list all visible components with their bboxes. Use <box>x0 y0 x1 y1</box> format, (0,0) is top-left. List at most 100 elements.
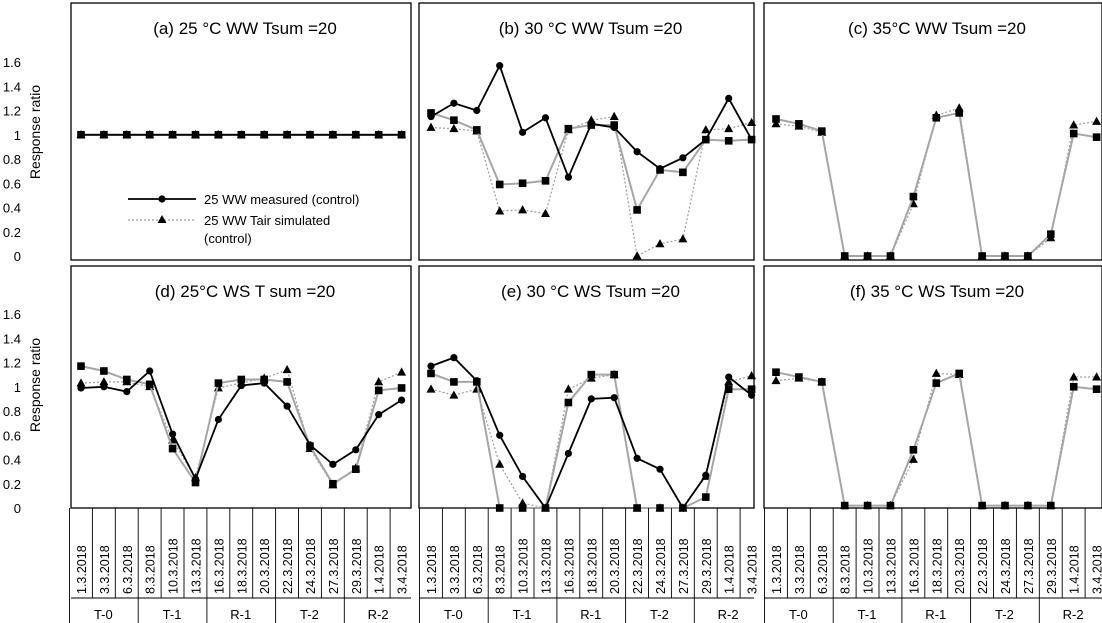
data-point-circle <box>169 430 177 438</box>
y-tick-label: 0.2 <box>3 477 21 492</box>
data-point-square <box>840 501 849 510</box>
data-point-square <box>329 479 337 488</box>
y-tick-label: 0 <box>14 249 21 264</box>
date-label: 29.3.2018 <box>700 538 714 594</box>
data-point-square <box>909 192 918 201</box>
data-point-triangle <box>1092 372 1102 381</box>
data-point-triangle <box>609 111 619 120</box>
period-label: R-2 <box>1063 607 1084 622</box>
data-point-circle <box>633 454 641 462</box>
data-point-circle <box>398 131 406 139</box>
data-point-square <box>1092 385 1101 393</box>
date-label: 10.3.2018 <box>167 538 181 594</box>
date-label: 18.3.2018 <box>235 538 249 594</box>
data-point-square <box>1024 252 1032 260</box>
y-tick-label: 0.2 <box>3 225 21 240</box>
data-point-triangle <box>495 459 505 468</box>
data-point-circle <box>77 384 85 392</box>
y-tick-label: 1.4 <box>3 79 21 94</box>
data-point-circle <box>541 504 550 512</box>
data-point-circle <box>77 131 85 139</box>
data-point-triangle <box>701 125 711 134</box>
date-label: 1.4.2018 <box>373 545 387 594</box>
data-point-circle <box>146 367 154 375</box>
period-label: R-2 <box>368 607 389 622</box>
data-point-square <box>237 375 246 384</box>
date-label: 8.3.2018 <box>494 545 508 594</box>
data-point-square <box>1069 382 1078 391</box>
data-point-square <box>564 124 573 133</box>
data-point-square <box>909 446 918 454</box>
data-point-square <box>978 501 986 510</box>
legend-simulated-marker <box>157 215 167 223</box>
data-point-triangle <box>747 371 757 380</box>
date-label: 10.3.2018 <box>517 538 531 594</box>
panel-frame <box>418 265 755 509</box>
data-point-square <box>168 444 177 453</box>
y-axis-label-bottom: Response ratio <box>27 338 43 432</box>
date-label: 22.3.2018 <box>976 538 990 594</box>
date-label: 10.3.2018 <box>862 538 876 594</box>
data-point-circle <box>656 165 664 173</box>
y-tick-label: 1 <box>14 380 21 395</box>
date-label: 20.3.2018 <box>608 538 622 594</box>
data-point-square <box>374 386 383 395</box>
data-point-square <box>518 504 527 512</box>
data-point-square <box>1047 501 1055 510</box>
data-point-circle <box>191 475 200 483</box>
data-point-circle <box>100 131 108 139</box>
data-point-circle <box>329 131 337 139</box>
date-label: 27.3.2018 <box>677 538 691 594</box>
data-point-square <box>427 109 435 117</box>
data-point-circle <box>306 441 314 449</box>
data-point-square <box>495 180 504 189</box>
data-point-triangle <box>563 384 573 393</box>
panel-1-series <box>76 129 407 139</box>
data-point-triangle <box>518 205 528 214</box>
date-label: 16.3.2018 <box>907 538 921 594</box>
data-point-circle <box>587 120 595 128</box>
data-point-circle <box>541 114 550 122</box>
data-point-circle <box>123 131 131 139</box>
period-label: T-0 <box>789 607 808 622</box>
data-point-circle <box>679 504 687 512</box>
period-label: R-1 <box>230 607 251 622</box>
data-point-circle <box>352 446 360 454</box>
y-tick-label: 1.6 <box>3 55 21 70</box>
series-line-square-gray <box>775 371 1097 507</box>
data-point-square <box>932 379 941 387</box>
data-point-square <box>724 385 733 393</box>
data-point-triangle <box>931 368 941 377</box>
data-point-circle <box>564 173 573 181</box>
data-point-triangle <box>632 251 642 260</box>
data-point-square <box>932 113 941 122</box>
data-point-triangle <box>1092 116 1102 125</box>
date-label: 1.4.2018 <box>1068 545 1082 594</box>
date-label: 13.3.2018 <box>885 538 899 594</box>
series-line-square-gray <box>430 372 752 509</box>
data-point-triangle <box>655 239 665 248</box>
data-point-square <box>840 252 849 260</box>
data-point-square <box>772 368 780 376</box>
data-point-square <box>955 369 963 378</box>
date-label: 24.3.2018 <box>304 538 318 594</box>
data-point-square <box>1092 133 1101 141</box>
panel-title: (a) 25 °C WW Tsum =20 <box>153 19 337 38</box>
data-point-triangle <box>724 123 734 133</box>
y-tick-label: 1.2 <box>3 104 21 119</box>
y-axis-label-top: Response ratio <box>27 85 43 179</box>
data-point-square <box>1001 252 1009 260</box>
data-point-circle <box>702 471 710 479</box>
date-label: 1.3.2018 <box>770 545 784 594</box>
data-point-square <box>818 127 826 135</box>
data-point-circle <box>283 402 291 410</box>
data-point-circle <box>748 136 756 144</box>
legend-measured-label: 25 WW measured (control) <box>204 192 359 207</box>
y-tick-label: 1.6 <box>3 307 21 322</box>
data-point-square <box>145 380 154 389</box>
data-point-square <box>978 252 986 260</box>
data-point-square <box>679 168 687 177</box>
panel-frame <box>763 2 1102 261</box>
date-label: 18.3.2018 <box>930 538 944 594</box>
data-point-square <box>772 115 780 123</box>
